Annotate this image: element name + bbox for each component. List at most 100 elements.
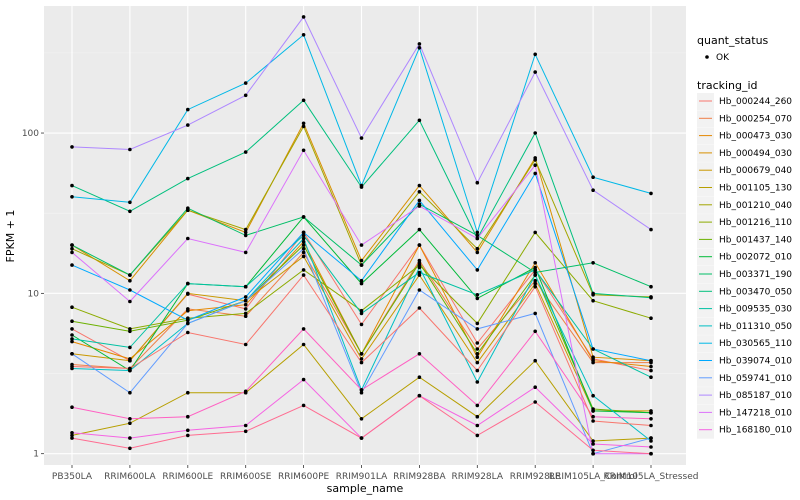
data-point [359,322,364,327]
data-point [533,400,537,404]
data-point [301,121,306,126]
data-point [186,318,190,323]
data-point [301,239,306,244]
data-point [301,236,306,241]
data-point [128,421,132,426]
y-axis-title: FPKM + 1 [4,210,17,263]
data-point [128,436,132,440]
data-point [533,278,537,283]
data-point [186,291,190,296]
data-point [186,281,190,286]
data-point [591,175,595,179]
data-point [70,352,74,356]
y-axis: 1 10 100 [22,129,44,460]
data-point [591,358,595,363]
data-point [533,52,537,57]
data-point [591,291,595,296]
data-point [475,236,480,241]
data-point [301,233,306,238]
data-point [243,227,248,232]
data-point [243,423,248,428]
data-point [475,293,480,297]
data-point [591,188,595,192]
data-point [359,136,364,140]
legend-label: Hb_168180_010 [719,426,792,436]
data-point [186,321,190,326]
data-point [359,390,364,395]
data-point [591,451,595,456]
plot-panel [44,6,686,465]
data-point [649,411,653,415]
data-point [417,270,422,275]
data-point [359,357,364,361]
data-point [301,15,306,19]
data-point [359,278,364,283]
data-point [70,195,74,199]
data-point [533,281,537,286]
series-legend: tracking_id Hb_000244_260 Hb_000254_070 Hb… [697,79,792,439]
data-point [243,150,248,154]
y-tick-label: 10 [28,289,40,299]
data-point [533,284,537,289]
data-point [591,414,595,419]
data-point [301,148,306,153]
data-point [475,423,480,428]
point-legend: quant_status OK [697,34,769,63]
data-point [128,358,132,363]
legend-label: Hb_009535_030 [719,305,792,315]
data-point [359,388,364,392]
legend-label: Hb_001216_110 [719,218,792,228]
data-point [243,429,248,434]
x-tick-label: RRIM928BA [393,472,446,482]
data-point [128,366,132,371]
data-point [243,342,248,347]
x-tick-label: RRIM928LA [452,472,504,482]
series-legend-title: tracking_id [697,79,758,92]
data-point [475,341,480,345]
data-point [301,215,306,219]
data-point [70,246,74,251]
data-point [243,81,248,85]
data-point [417,393,422,398]
data-point [243,307,248,311]
data-point [243,233,248,238]
data-point [649,423,653,428]
x-tick-label: RRIM600PE [278,472,330,482]
legend-label: Hb_002072_010 [719,253,792,263]
data-point [417,243,422,247]
data-point [186,433,190,438]
data-point [243,284,248,289]
data-point [533,270,537,275]
data-point [301,273,306,277]
data-point [70,305,74,310]
point-legend-label: OK [716,53,730,63]
data-point [243,298,248,303]
data-point [417,375,422,380]
data-point [70,327,74,331]
data-point [186,428,190,433]
x-tick-label: RRIM105LA_Control [549,472,638,482]
data-point [186,107,190,112]
data-point [533,358,537,363]
data-point [243,389,248,394]
data-point [533,273,537,277]
data-point [417,288,422,292]
data-point [475,268,480,272]
data-point [591,393,595,398]
data-point [591,347,595,351]
data-point [186,176,190,181]
data-point [243,295,248,299]
data-point [475,433,480,438]
data-point [359,436,364,440]
data-point [186,308,190,313]
data-point [301,124,306,129]
data-point [359,417,364,421]
data-point [128,299,132,304]
data-point [417,190,422,194]
data-point [533,385,537,390]
x-axis: PB350LA RRIM600LA RRIM600LE RRIM600SE RRIM60… [52,465,698,482]
data-point [417,183,422,188]
data-point [243,250,248,255]
data-point [70,183,74,188]
data-point [591,439,595,443]
